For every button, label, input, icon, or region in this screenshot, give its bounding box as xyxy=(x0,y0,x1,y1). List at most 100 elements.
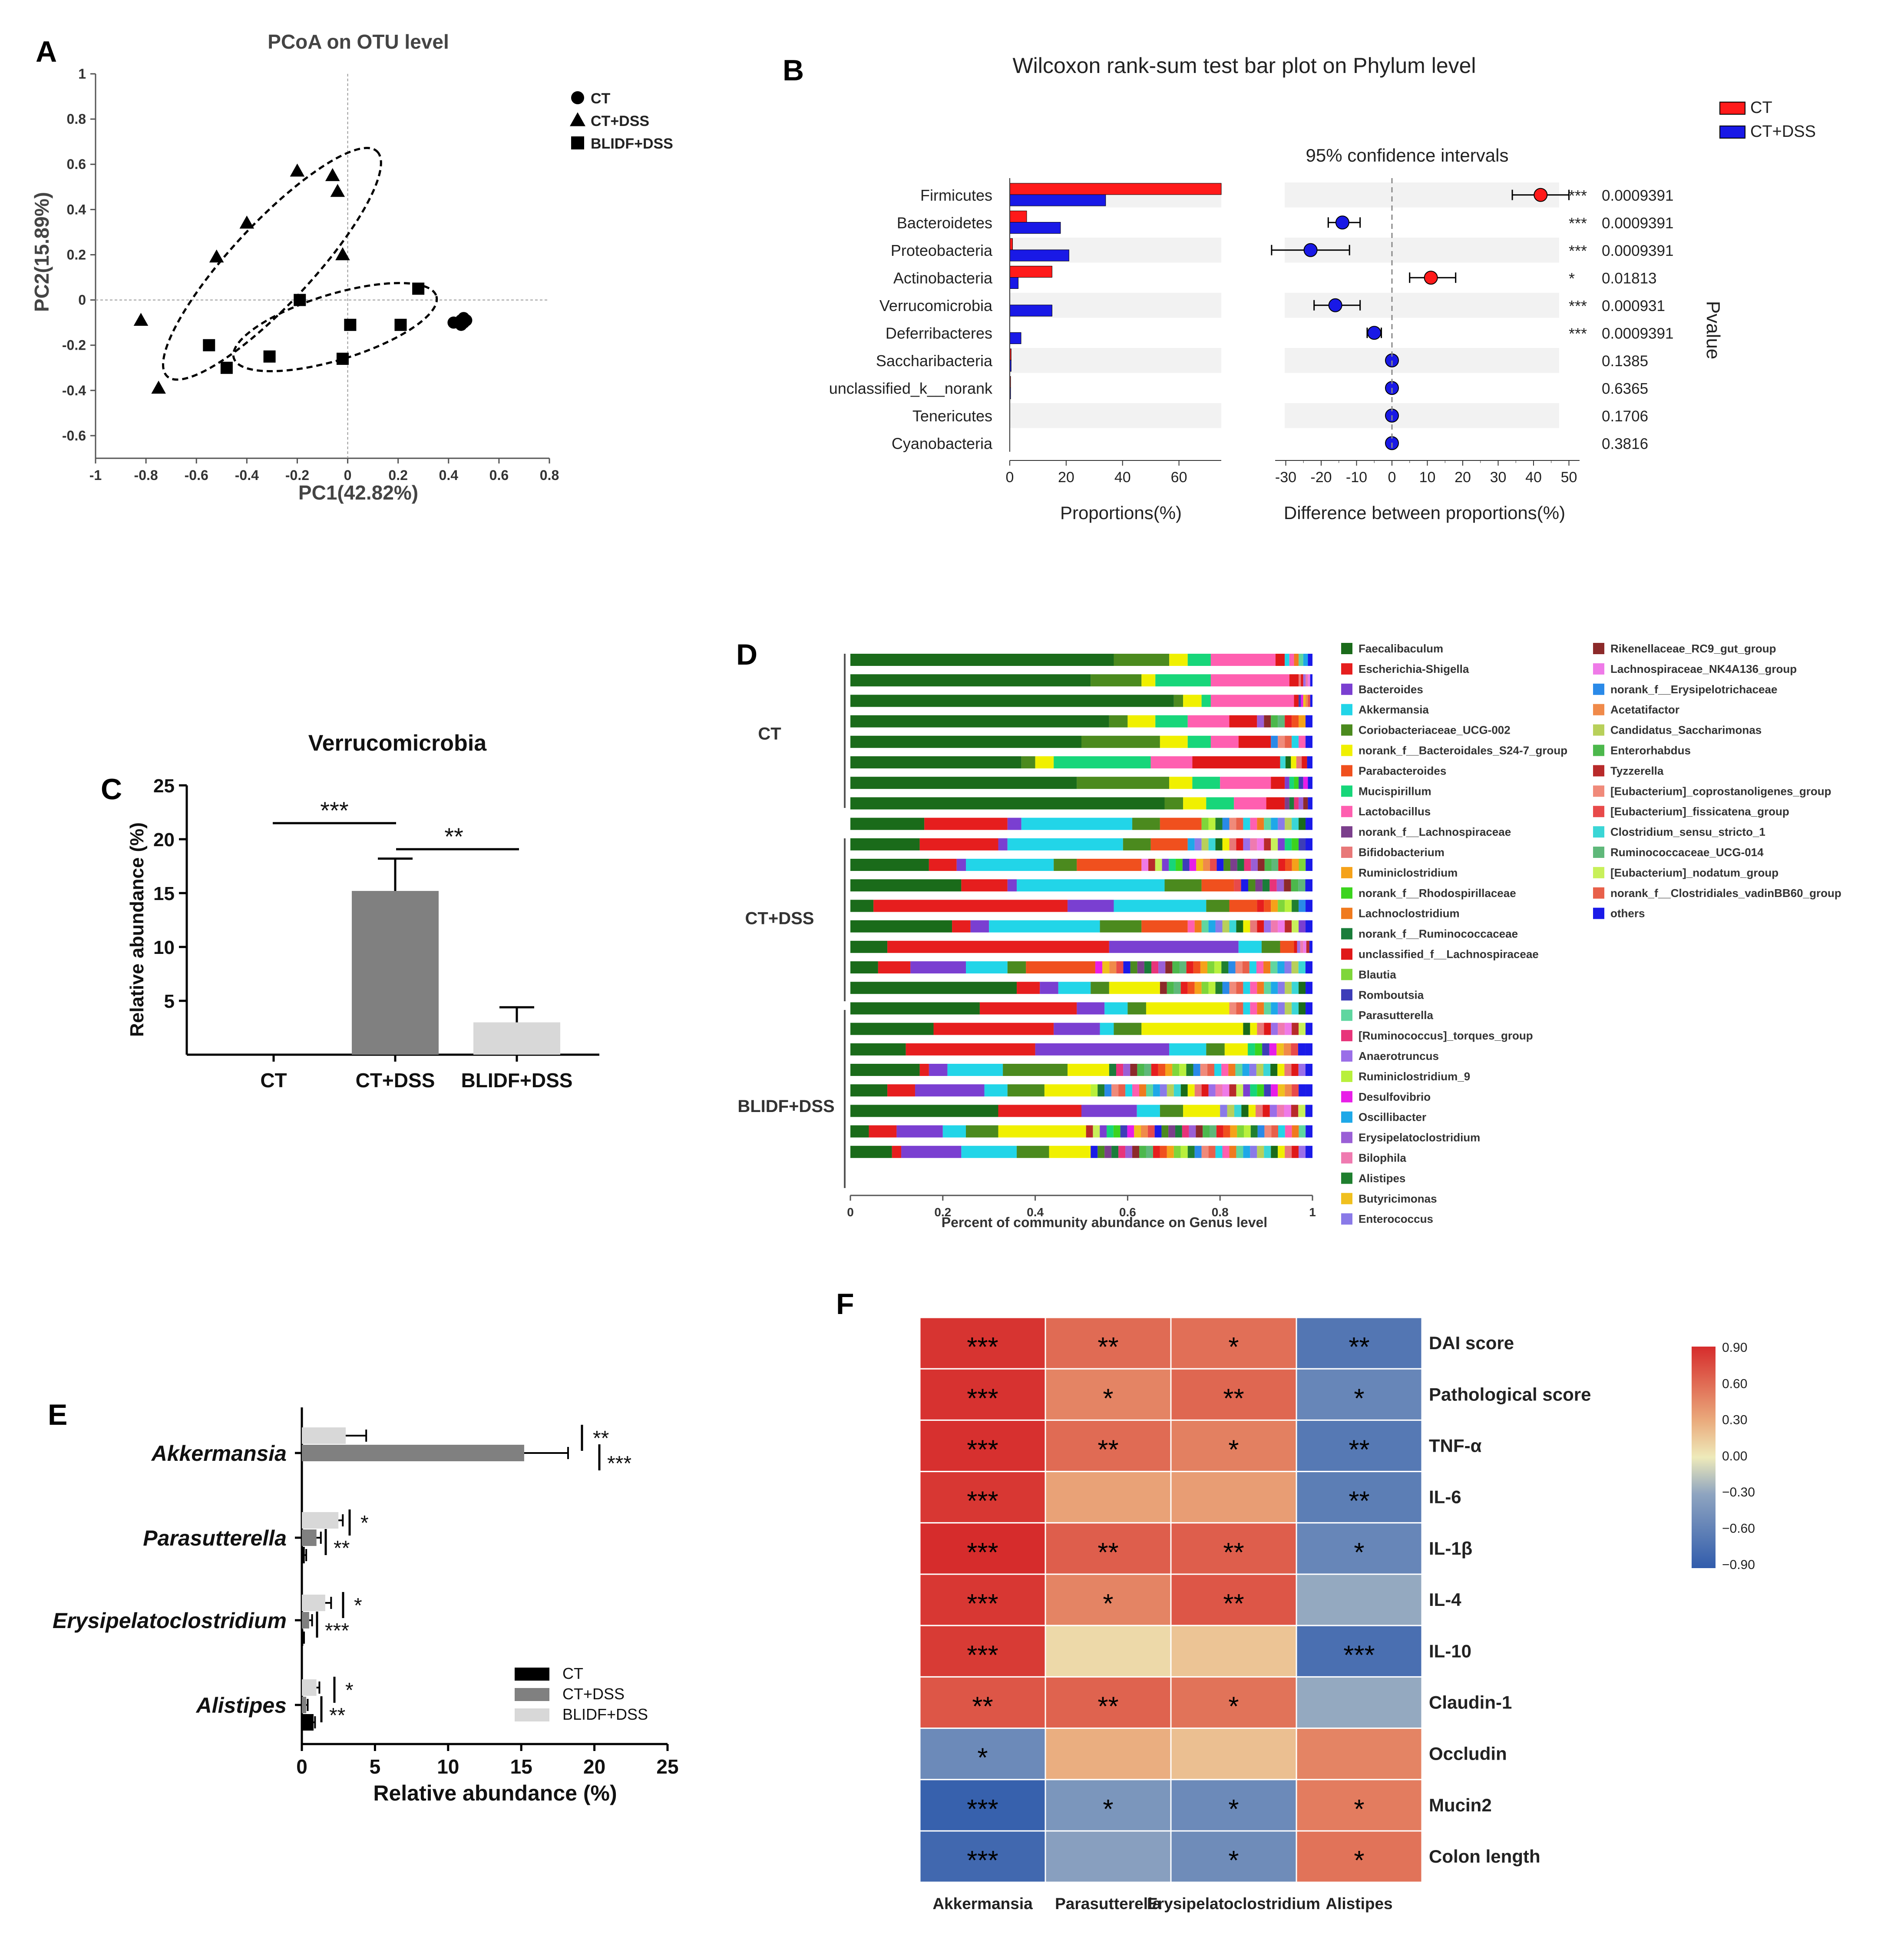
data-point xyxy=(336,352,349,365)
legend-label: norank_f__Ruminococcaceae xyxy=(1359,927,1518,940)
stacked-segment xyxy=(1298,961,1306,973)
legend-label: Acetatifactor xyxy=(1610,703,1679,716)
stacked-segment xyxy=(1229,818,1236,830)
category-label: Alistipes xyxy=(195,1693,287,1718)
stacked-segment xyxy=(1276,879,1284,892)
stacked-segment xyxy=(1077,1002,1105,1015)
legend-label: CT xyxy=(591,90,611,107)
stacked-segment xyxy=(1250,1084,1257,1097)
stacked-segment xyxy=(966,961,1008,973)
bar xyxy=(302,1529,317,1546)
stacked-segment xyxy=(910,961,966,973)
stacked-segment xyxy=(1236,838,1243,851)
x-tick-label: -1 xyxy=(89,467,102,483)
row-label: Claudin-1 xyxy=(1429,1692,1512,1713)
stacked-segment xyxy=(1068,1064,1109,1076)
significance-mark: ** xyxy=(1097,1538,1118,1568)
stacked-segment xyxy=(892,1145,902,1158)
stacked-segment xyxy=(1308,674,1310,687)
significance-mark: ** xyxy=(1097,1332,1118,1362)
legend-swatch xyxy=(1593,785,1604,797)
colorbar-tick-label: −0.60 xyxy=(1722,1522,1755,1536)
stacked-segment xyxy=(850,674,1091,687)
stacked-segment xyxy=(1292,715,1299,728)
pvalue: 0.0009391 xyxy=(1602,215,1673,232)
stacked-segment xyxy=(1007,1084,1045,1097)
legend-swatch xyxy=(1593,704,1604,715)
stacked-segment xyxy=(887,1084,915,1097)
x-tick-label: 0 xyxy=(847,1205,854,1219)
stacked-segment xyxy=(1229,982,1236,994)
y-tick-label: 0 xyxy=(78,292,86,308)
significance-mark: * xyxy=(1354,1384,1364,1413)
stacked-segment xyxy=(1294,695,1299,707)
stacked-segment xyxy=(1271,777,1285,789)
stacked-segment xyxy=(1269,1043,1277,1056)
legend-label: Mucispirillum xyxy=(1359,784,1431,798)
stacked-segment xyxy=(1271,715,1278,728)
stacked-segment xyxy=(1111,1145,1119,1158)
legend-label: Bilophila xyxy=(1359,1152,1406,1165)
stacked-segment xyxy=(1132,1145,1139,1158)
stacked-segment xyxy=(1294,797,1299,810)
bar-ct xyxy=(1009,211,1027,222)
stacked-segment xyxy=(1187,1084,1195,1097)
data-point xyxy=(290,163,305,177)
category-label: Saccharibacteria xyxy=(876,352,993,370)
pvalue: 0.0009391 xyxy=(1602,242,1673,259)
stacked-segment xyxy=(850,1064,920,1076)
stacked-segment xyxy=(1104,1145,1112,1158)
stacked-segment xyxy=(1165,1064,1173,1076)
stacked-segment xyxy=(1230,859,1237,871)
legend-label: Anaerotruncus xyxy=(1359,1049,1439,1062)
bar xyxy=(302,1697,307,1713)
stacked-segment xyxy=(1285,756,1291,768)
stacked-segment xyxy=(1296,756,1302,768)
x-tick-label: 0.6 xyxy=(489,467,509,483)
x-tick-label: -0.6 xyxy=(185,467,208,483)
stacked-segment xyxy=(1040,982,1058,994)
stacked-segment xyxy=(1141,1023,1243,1035)
chart-title: PCoA on OTU level xyxy=(268,30,449,53)
stacked-segment xyxy=(952,920,971,933)
legend-label: norank_f__Bacteroidales_S24-7_group xyxy=(1359,744,1567,757)
legend-label: Romboutsia xyxy=(1359,988,1424,1001)
stacked-segment xyxy=(1147,1125,1155,1138)
stacked-segment xyxy=(1167,982,1174,994)
heatmap-cell xyxy=(1170,1573,1297,1626)
x-tick-label: 5 xyxy=(370,1755,381,1778)
stacked-segment xyxy=(1169,654,1188,666)
heatmap-cell xyxy=(1045,1573,1172,1626)
pvalue: 0.000931 xyxy=(1602,298,1665,314)
stacked-segment xyxy=(1021,818,1133,830)
x-tick-label: -20 xyxy=(1310,469,1332,486)
stacked-segment xyxy=(1161,1125,1169,1138)
stacked-segment xyxy=(1307,756,1312,768)
stacked-segment xyxy=(1210,695,1294,707)
stacked-segment xyxy=(1139,1145,1146,1158)
significance-mark: * xyxy=(345,1679,354,1702)
x-axis-label: Proportions(%) xyxy=(1060,503,1182,523)
legend-label: [Eubacterium]_nodatum_group xyxy=(1610,866,1778,879)
bar-ctdss xyxy=(1009,332,1021,344)
heatmap-cell xyxy=(1045,1471,1172,1524)
stacked-segment xyxy=(1285,797,1289,810)
row-label: IL-10 xyxy=(1429,1641,1471,1661)
legend-swatch xyxy=(1341,1091,1352,1102)
category-label: Tenericutes xyxy=(912,407,992,425)
significance-mark: ** xyxy=(1097,1692,1118,1722)
significance-mark: ** xyxy=(334,1537,350,1560)
stacked-segment xyxy=(1299,920,1306,933)
stacked-segment xyxy=(1035,756,1054,768)
heatmap-cell xyxy=(1296,1471,1423,1524)
stacked-segment xyxy=(1264,920,1271,933)
stacked-segment xyxy=(850,1043,906,1056)
legend-label: Candidatus_Saccharimonas xyxy=(1610,724,1762,737)
stacked-segment xyxy=(1109,940,1239,953)
stacked-segment xyxy=(1234,1105,1242,1117)
row-band xyxy=(1285,348,1559,373)
category-label: Firmicutes xyxy=(920,186,992,204)
stacked-segment xyxy=(1194,1145,1202,1158)
legend-swatch xyxy=(1341,1010,1352,1021)
